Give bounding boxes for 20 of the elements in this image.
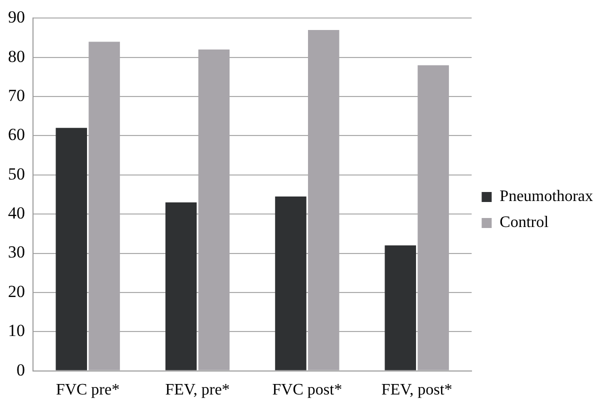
legend-label: Pneumothorax — [500, 188, 594, 206]
x-tick-label: FVC pre* — [56, 382, 120, 399]
bar — [165, 202, 197, 370]
legend-label: Control — [500, 214, 550, 232]
y-tick-label: 20 — [8, 282, 25, 301]
y-tick-label: 60 — [8, 125, 25, 144]
bar — [384, 245, 416, 370]
y-tick-label: 30 — [8, 242, 25, 262]
y-tick-label: 90 — [8, 8, 25, 27]
y-tick-label: 50 — [8, 164, 25, 184]
y-tick-label: 40 — [8, 204, 25, 223]
x-tick-label: FEV, pre* — [165, 382, 230, 399]
y-tick-label: 70 — [8, 86, 25, 106]
y-tick-label: 10 — [8, 321, 25, 340]
x-tick-label: FVC post* — [272, 382, 342, 399]
y-tick-label: 80 — [8, 46, 25, 66]
y-tick-label: 0 — [16, 360, 25, 380]
x-tick-label: FEV, post* — [381, 382, 452, 399]
bar — [56, 128, 88, 370]
bar — [275, 196, 306, 370]
